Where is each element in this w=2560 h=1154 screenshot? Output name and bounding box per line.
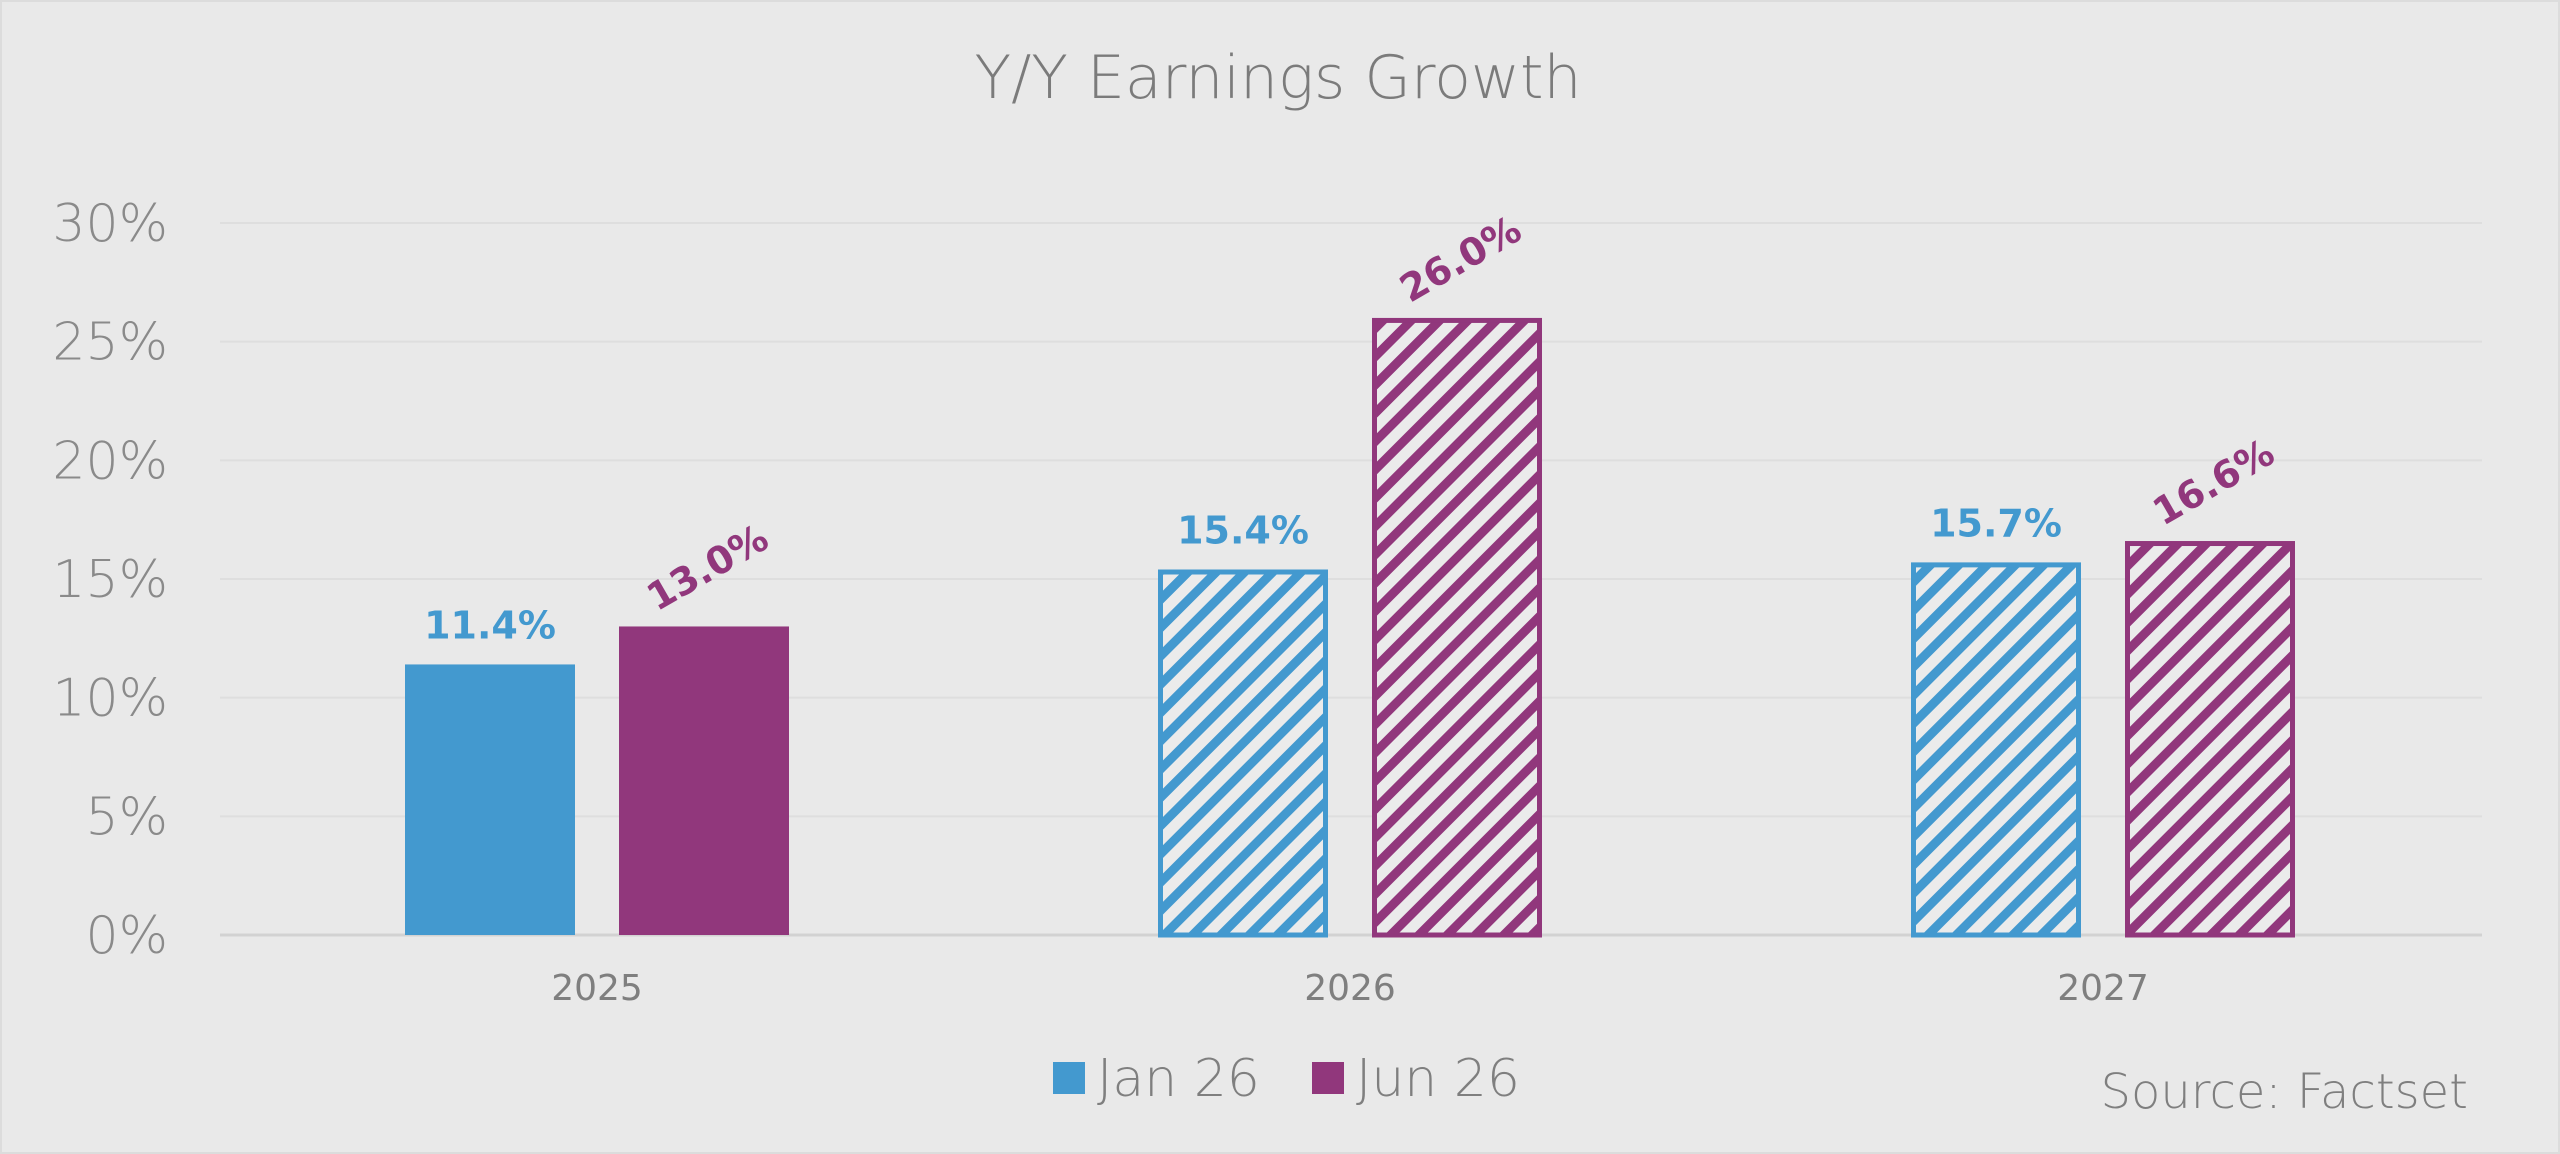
bar-jun-26-2025	[619, 626, 789, 935]
y-tick-label: 0%	[86, 906, 169, 966]
data-label-jun-26-2027: 16.6%	[2145, 430, 2281, 534]
legend-swatch	[1053, 1062, 1085, 1094]
chart-title: Y/Y Earnings Growth	[974, 43, 1581, 113]
x-category-label: 2027	[2057, 968, 2149, 1009]
x-category-label: 2026	[1304, 968, 1396, 1009]
data-label-jun-26-2025: 13.0%	[639, 516, 775, 620]
bar-jan-26-2027	[1911, 562, 2081, 938]
y-axis-ticks: 0% 5% 10% 15% 20% 25% 30%	[52, 194, 168, 966]
x-category-label: 2025	[551, 968, 643, 1009]
legend-label: Jun 26	[1356, 1049, 1520, 1109]
bar-jun-26-2026	[1372, 317, 1542, 938]
data-label-jan-26-2025: 11.4%	[424, 603, 556, 647]
bar-jun-26-2027	[2125, 541, 2295, 938]
y-tick-label: 5%	[86, 787, 169, 847]
legend-swatch	[1312, 1062, 1344, 1094]
bar-jan-26-2025	[405, 664, 575, 935]
data-label-jan-26-2027: 15.7%	[1930, 501, 2062, 545]
grid-layer	[220, 222, 2482, 937]
legend-label: Jan 26	[1097, 1049, 1260, 1109]
bars	[405, 317, 2295, 938]
x-axis-categories: 2025 2026 2027	[551, 968, 2149, 1009]
legend: Jan 26 Jun 26	[1053, 1049, 1520, 1109]
y-tick-label: 10%	[52, 669, 168, 729]
y-tick-label: 30%	[52, 194, 168, 254]
y-tick-label: 20%	[52, 431, 168, 491]
y-tick-label: 15%	[52, 550, 168, 610]
source-note: Source: Factset	[2101, 1064, 2468, 1120]
bar-jan-26-2026	[1158, 569, 1328, 938]
y-tick-label: 25%	[52, 313, 168, 373]
data-label-jan-26-2026: 15.4%	[1177, 509, 1309, 553]
